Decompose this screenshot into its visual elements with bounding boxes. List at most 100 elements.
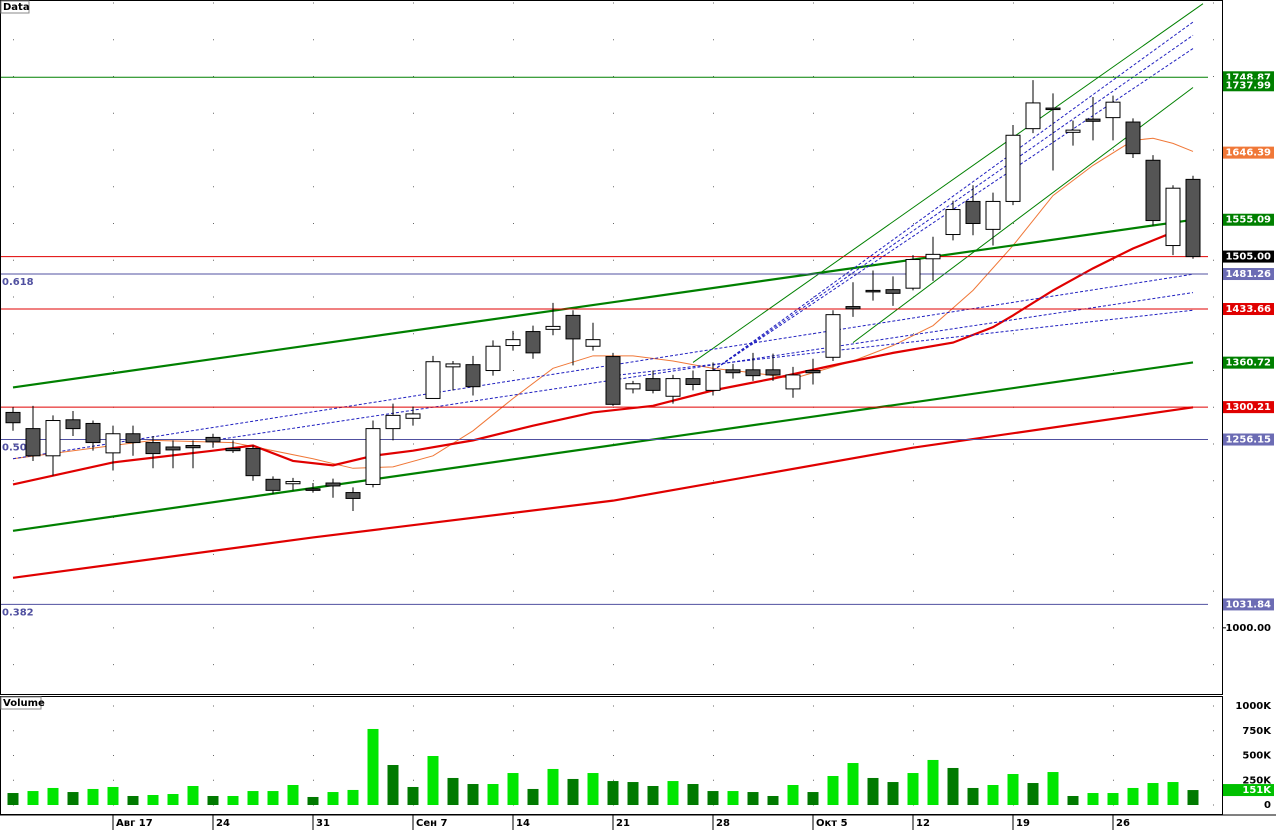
volume-bar bbox=[287, 785, 299, 805]
panel-title: Volume bbox=[3, 698, 45, 709]
volume-bar bbox=[107, 786, 119, 805]
volume-bar bbox=[787, 785, 799, 805]
level-box bbox=[1223, 784, 1274, 797]
volume-bar bbox=[147, 795, 159, 805]
indicator-line bbox=[12, 361, 1194, 532]
volume-bar bbox=[947, 767, 959, 805]
volume-bar bbox=[127, 795, 139, 805]
candle-body bbox=[565, 314, 581, 340]
candle-body bbox=[885, 289, 901, 294]
volume-bar bbox=[847, 763, 859, 805]
level-labels: 151K bbox=[1223, 784, 1274, 797]
volume-bar bbox=[907, 773, 919, 805]
title-box bbox=[0, 696, 42, 710]
candle-body bbox=[325, 482, 341, 487]
level-label: 1646.39 bbox=[1225, 148, 1271, 159]
level-label: 1300.21 bbox=[1225, 402, 1271, 413]
level-label: 1433.66 bbox=[1225, 304, 1271, 315]
volume-bar bbox=[1147, 783, 1159, 805]
candle-body bbox=[825, 314, 841, 358]
candle-body bbox=[985, 200, 1001, 230]
volume-bar bbox=[1047, 772, 1059, 805]
candle-body bbox=[85, 422, 101, 444]
volume-bar bbox=[307, 796, 319, 805]
candle-body bbox=[845, 306, 861, 310]
title-box bbox=[0, 0, 30, 14]
candle-body bbox=[145, 442, 161, 455]
indicator-line bbox=[212, 292, 1194, 441]
candle-body bbox=[405, 413, 421, 419]
volume-bar bbox=[567, 778, 579, 805]
level-label: 1505.00 bbox=[1225, 252, 1271, 263]
volume-bar bbox=[407, 786, 419, 805]
level-label: 1031.84 bbox=[1225, 599, 1271, 610]
indicator-line bbox=[12, 231, 1174, 486]
candle-body bbox=[165, 446, 181, 451]
candle-body bbox=[1185, 178, 1201, 258]
level-box bbox=[1223, 79, 1274, 92]
volume-bar bbox=[227, 795, 239, 805]
candle-body bbox=[745, 369, 761, 377]
candle-body bbox=[545, 325, 561, 330]
candle-body bbox=[285, 481, 301, 485]
level-box bbox=[1223, 250, 1274, 263]
volume-bar bbox=[247, 791, 259, 805]
candle-body bbox=[685, 378, 701, 385]
candle-body bbox=[765, 369, 781, 376]
candle-body bbox=[465, 364, 481, 388]
candle-body bbox=[185, 445, 201, 449]
candle-body bbox=[265, 478, 281, 491]
volume-bar bbox=[1027, 783, 1039, 805]
level-label: 1737.99 bbox=[1225, 80, 1271, 91]
volume-bar bbox=[747, 792, 759, 805]
x-tick-label: 26 bbox=[1116, 818, 1130, 829]
volume-bar bbox=[1127, 787, 1139, 805]
volume-bar bbox=[207, 795, 219, 805]
volume-bar bbox=[667, 781, 679, 805]
candle-body bbox=[245, 447, 261, 477]
candle-body bbox=[785, 374, 801, 390]
candle-body bbox=[1005, 134, 1021, 202]
volume-bar bbox=[507, 773, 519, 805]
volume-bar bbox=[27, 791, 39, 805]
volume-bar bbox=[1067, 795, 1079, 805]
x-tick-label: 31 bbox=[316, 818, 330, 829]
volume-bar bbox=[927, 759, 939, 805]
volume-bar bbox=[387, 765, 399, 805]
candle-body bbox=[445, 363, 461, 368]
indicator-line bbox=[12, 406, 1194, 579]
candle-body bbox=[425, 361, 441, 399]
level-box bbox=[1223, 213, 1274, 226]
y-tick-label: 1000.00 bbox=[1225, 623, 1271, 634]
candle-body bbox=[1085, 118, 1101, 122]
candle-body bbox=[345, 492, 361, 499]
volume-bar bbox=[707, 791, 719, 805]
level-box bbox=[1223, 146, 1274, 159]
level-label: 1256.15 bbox=[1225, 435, 1271, 446]
volume-bar bbox=[87, 788, 99, 805]
level-box bbox=[1223, 303, 1274, 316]
x-tick-label: 21 bbox=[616, 818, 630, 829]
candle-body bbox=[25, 428, 41, 457]
candle-body bbox=[905, 259, 921, 289]
volume-bar bbox=[467, 784, 479, 805]
indicator-line bbox=[692, 3, 1204, 363]
volume-bar bbox=[867, 777, 879, 805]
volume-bar bbox=[807, 792, 819, 805]
level-box bbox=[1223, 356, 1274, 369]
volume-bar bbox=[967, 787, 979, 805]
indicator-line bbox=[712, 21, 1194, 371]
volume-bar bbox=[347, 789, 359, 805]
level-box bbox=[1223, 433, 1274, 446]
volume-bar bbox=[1087, 793, 1099, 805]
volume-bar bbox=[47, 787, 59, 805]
candle-body bbox=[1145, 159, 1161, 222]
candle-body bbox=[625, 383, 641, 390]
fib-label: 0.500 bbox=[2, 443, 34, 454]
candle-body bbox=[65, 419, 81, 430]
volume-bar bbox=[887, 782, 899, 805]
level-label: 1481.26 bbox=[1225, 269, 1271, 280]
y-tick-label: 1000K bbox=[1235, 701, 1272, 712]
